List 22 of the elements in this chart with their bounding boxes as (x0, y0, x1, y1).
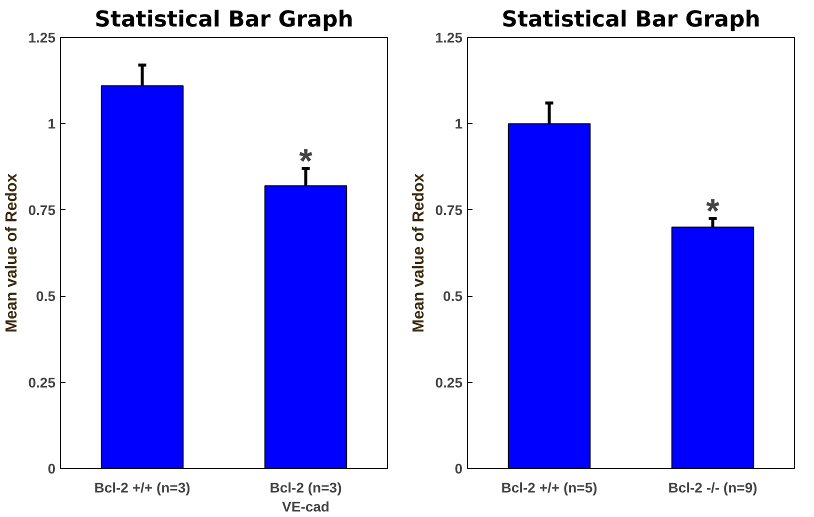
y-tick-label: 0.5 (443, 288, 463, 304)
x-tick-label: Bcl-2 +/+ (n=3) (94, 480, 190, 496)
y-tick-label: 0.25 (28, 374, 56, 390)
y-tick-label: 0.75 (28, 202, 56, 218)
y-axis-title: Mean value of Redox (3, 173, 20, 333)
y-tick-label: 1.25 (28, 30, 56, 46)
x-tick-label: Bcl-2 (n=3) VE-cad (270, 480, 342, 515)
annotation: * (299, 142, 314, 181)
y-tick-label: 0.75 (435, 202, 463, 218)
y-tick-label: 0 (48, 460, 56, 476)
y-tick-label: 0.5 (36, 288, 56, 304)
y-tick-label: 0.25 (435, 374, 463, 390)
x-tick-label: Bcl-2 -/- (n=9) (668, 480, 758, 496)
x-tick-label: Bcl-2 +/+ (n=5) (501, 480, 598, 496)
y-tick-label: 1.25 (435, 30, 463, 46)
annotation: * (706, 192, 720, 231)
y-tick-label: 1 (454, 116, 463, 132)
chart-title: Statistical Bar Graph (94, 8, 354, 32)
y-axis-title: Mean value of Redox (410, 173, 428, 333)
chart-title: Statistical Bar Graph (502, 8, 760, 32)
y-tick-label: 1 (48, 116, 56, 132)
y-tick-label: 0 (454, 460, 463, 476)
